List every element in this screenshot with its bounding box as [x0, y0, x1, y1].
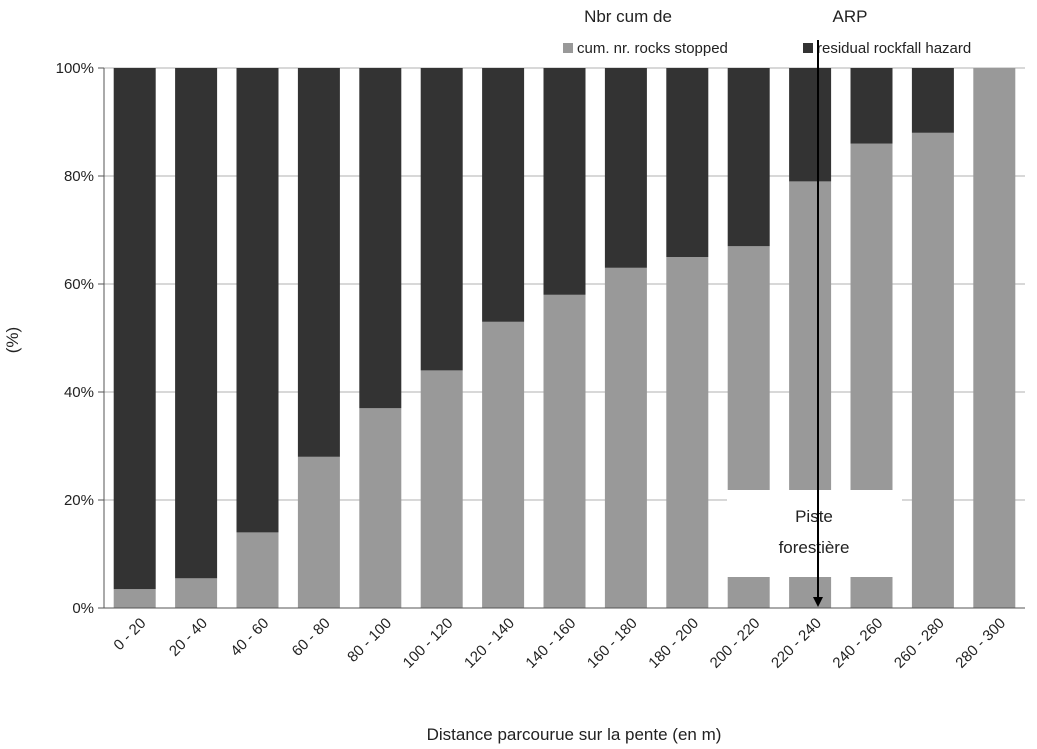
bar-segment-rocks-stopped — [420, 370, 463, 608]
x-tick-label: 160 - 180 — [584, 615, 641, 672]
x-tick-label: 80 - 100 — [344, 615, 395, 666]
annotation-box — [727, 490, 902, 577]
annotation-line-1: Piste — [795, 507, 833, 526]
bar-segment-residual-hazard — [789, 68, 832, 182]
x-tick-label: 20 - 40 — [166, 615, 211, 660]
bar-segment-residual-hazard — [543, 68, 586, 295]
bar-segment-rocks-stopped — [973, 68, 1016, 608]
legend: cum. nr. rocks stopped residual rockfall… — [563, 40, 971, 57]
y-axis: 0% 20% 40% 60% 80% 100% — [56, 60, 105, 617]
x-axis-label: Distance parcourue sur la pente (en m) — [427, 725, 722, 744]
legend-swatch-residual-hazard — [803, 43, 813, 53]
bar-segment-residual-hazard — [359, 68, 402, 409]
x-tick-label: 280 - 300 — [952, 615, 1009, 672]
bar-segment-rocks-stopped — [604, 267, 647, 608]
road-arrow-head — [813, 597, 823, 607]
legend-label-rocks-stopped: cum. nr. rocks stopped — [577, 40, 728, 57]
bar-segment-residual-hazard — [604, 68, 647, 268]
x-tick-label: 200 - 220 — [707, 615, 764, 672]
bar-segment-residual-hazard — [236, 68, 279, 533]
bar-segment-rocks-stopped — [543, 294, 586, 608]
bar-segment-residual-hazard — [482, 68, 525, 322]
legend-label-residual-hazard: residual rockfall hazard — [817, 40, 971, 57]
x-tick-label: 180 - 200 — [645, 615, 702, 672]
header-label-left: Nbr cum de — [584, 7, 672, 26]
bar-segment-residual-hazard — [911, 68, 954, 133]
bar-segment-rocks-stopped — [297, 456, 340, 608]
bar-segment-residual-hazard — [727, 68, 770, 247]
y-tick-label: 80% — [64, 168, 94, 185]
road-arrow — [813, 40, 823, 607]
y-tick-label: 0% — [72, 600, 94, 617]
x-tick-label: 120 - 140 — [461, 615, 518, 672]
y-tick-label: 40% — [64, 384, 94, 401]
bar-segment-rocks-stopped — [482, 321, 525, 608]
bar-segment-rocks-stopped — [666, 257, 709, 608]
header-label-right: ARP — [833, 7, 868, 26]
annotation-line-2: forestière — [779, 538, 850, 557]
bar-segment-residual-hazard — [297, 68, 340, 457]
y-axis-label: (%) — [3, 327, 22, 353]
bar-segment-rocks-stopped — [911, 132, 954, 609]
x-axis: 0 - 20 20 - 40 40 - 60 60 - 80 80 - 100 100 -… — [104, 607, 1025, 672]
x-tick-label: 100 - 120 — [400, 615, 457, 672]
bar-segment-residual-hazard — [666, 68, 709, 257]
bar-segment-rocks-stopped — [236, 532, 279, 608]
x-tick-label: 260 - 280 — [891, 615, 948, 672]
x-tick-label: 240 - 260 — [829, 615, 886, 672]
y-tick-label: 20% — [64, 492, 94, 509]
legend-swatch-rocks-stopped — [563, 43, 573, 53]
bar-segment-residual-hazard — [113, 68, 156, 590]
y-tick-label: 100% — [56, 60, 94, 77]
forest-road-annotation: Piste forestière — [727, 490, 902, 577]
x-tick-label: 140 - 160 — [522, 615, 579, 672]
bar-segment-rocks-stopped — [113, 589, 156, 608]
x-tick-label: 0 - 20 — [110, 615, 149, 654]
bar-segment-residual-hazard — [850, 68, 893, 144]
x-tick-label: 220 - 240 — [768, 615, 825, 672]
bar-segment-rocks-stopped — [175, 578, 218, 608]
x-tick-label: 60 - 80 — [289, 615, 334, 660]
x-tick-label: 40 - 60 — [227, 615, 272, 660]
bar-segment-rocks-stopped — [359, 408, 402, 608]
y-tick-label: 60% — [64, 276, 94, 293]
bar-segment-residual-hazard — [420, 68, 463, 371]
bar-segment-residual-hazard — [175, 68, 218, 579]
